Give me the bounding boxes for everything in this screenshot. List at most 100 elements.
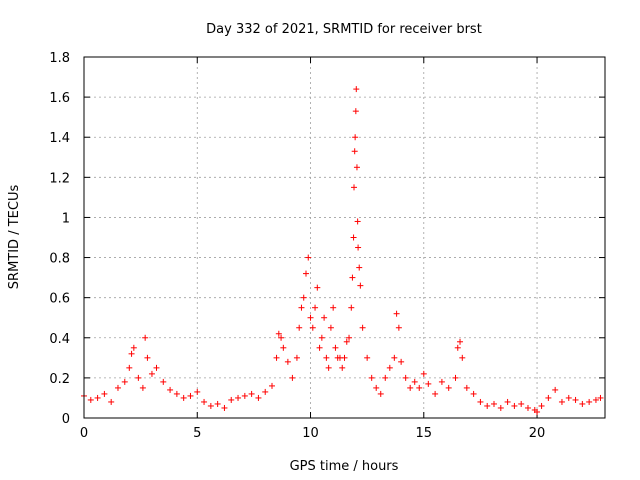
- data-point: [108, 398, 115, 405]
- data-point: [300, 294, 307, 301]
- tick-layer: 0 5 10 15 20 0 0.2 0.4 0.6 0.8 1 1.2 1.4 1.6 1.8: [49, 51, 605, 441]
- data-point: [352, 134, 359, 141]
- data-point: [504, 398, 511, 405]
- data-point: [377, 390, 384, 397]
- y-axis-label: SRMTID / TECUs: [7, 185, 22, 290]
- data-point: [402, 374, 409, 381]
- data-point: [325, 364, 332, 371]
- x-tick-label: 20: [529, 426, 546, 441]
- data-point: [356, 264, 363, 271]
- data-point: [416, 384, 423, 391]
- data-point: [273, 354, 280, 361]
- data-point: [351, 148, 358, 155]
- data-point: [153, 364, 160, 371]
- data-point: [592, 396, 599, 403]
- data-point: [144, 354, 151, 361]
- data-point: [255, 394, 262, 401]
- data-point: [350, 234, 357, 241]
- data-point: [298, 304, 305, 311]
- data-point: [497, 404, 504, 411]
- data-point: [373, 384, 380, 391]
- data-point: [351, 184, 358, 191]
- data-point: [353, 164, 360, 171]
- data-point: [484, 402, 491, 409]
- data-point: [558, 398, 565, 405]
- y-tick-label: 0.8: [49, 252, 70, 267]
- data-point: [391, 354, 398, 361]
- data-point: [332, 344, 339, 351]
- chart-title: Day 332 of 2021, SRMTID for receiver brs…: [206, 22, 482, 37]
- data-point: [121, 378, 128, 385]
- data-point: [148, 370, 155, 377]
- data-point: [457, 338, 464, 345]
- data-point: [167, 386, 174, 393]
- data-point: [346, 334, 353, 341]
- y-tick-label: 1.2: [49, 171, 70, 186]
- data-point: [128, 350, 135, 357]
- data-point: [221, 404, 228, 411]
- data-point: [552, 386, 559, 393]
- data-point: [339, 364, 346, 371]
- data-point: [139, 384, 146, 391]
- data-point: [518, 400, 525, 407]
- x-tick-label: 5: [193, 426, 201, 441]
- y-tick-label: 1.6: [49, 91, 70, 106]
- data-point: [597, 394, 604, 401]
- data-point: [398, 358, 405, 365]
- data-point: [275, 330, 282, 337]
- data-point: [395, 324, 402, 331]
- data-point: [470, 390, 477, 397]
- data-point: [572, 396, 579, 403]
- grid-layer: [84, 57, 605, 418]
- y-tick-label: 0: [62, 412, 70, 427]
- data-point: [432, 390, 439, 397]
- data-point: [511, 402, 518, 409]
- data-point: [94, 394, 101, 401]
- data-point: [101, 390, 108, 397]
- data-point: [284, 358, 291, 365]
- data-points-layer: [81, 86, 604, 415]
- data-point: [241, 392, 248, 399]
- data-point: [407, 384, 414, 391]
- data-point: [348, 304, 355, 311]
- data-point: [393, 310, 400, 317]
- data-point: [445, 384, 452, 391]
- data-point: [323, 354, 330, 361]
- data-point: [214, 400, 221, 407]
- y-tick-label: 0.4: [49, 332, 70, 347]
- data-point: [312, 304, 319, 311]
- data-point: [207, 402, 214, 409]
- data-point: [386, 364, 393, 371]
- data-point: [318, 334, 325, 341]
- data-point: [534, 408, 541, 415]
- data-point: [187, 392, 194, 399]
- data-point: [353, 86, 360, 93]
- data-point: [349, 274, 356, 281]
- data-point: [524, 404, 531, 411]
- data-point: [545, 394, 552, 401]
- data-point: [173, 390, 180, 397]
- data-point: [359, 324, 366, 331]
- data-point: [314, 284, 321, 291]
- data-point: [280, 344, 287, 351]
- data-point: [296, 324, 303, 331]
- plot-frame: [83, 56, 606, 419]
- data-point: [114, 384, 121, 391]
- data-point: [343, 338, 350, 345]
- data-point: [289, 374, 296, 381]
- x-tick-label: 0: [80, 426, 88, 441]
- data-point: [180, 394, 187, 401]
- data-point: [357, 282, 364, 289]
- y-tick-label: 1.4: [49, 131, 70, 146]
- data-point: [309, 324, 316, 331]
- data-point: [477, 398, 484, 405]
- data-point: [321, 314, 328, 321]
- data-point: [126, 364, 133, 371]
- data-point: [142, 334, 149, 341]
- data-point: [420, 370, 427, 377]
- data-point: [135, 374, 142, 381]
- data-point: [355, 244, 362, 251]
- data-point: [302, 270, 309, 277]
- data-point: [454, 344, 461, 351]
